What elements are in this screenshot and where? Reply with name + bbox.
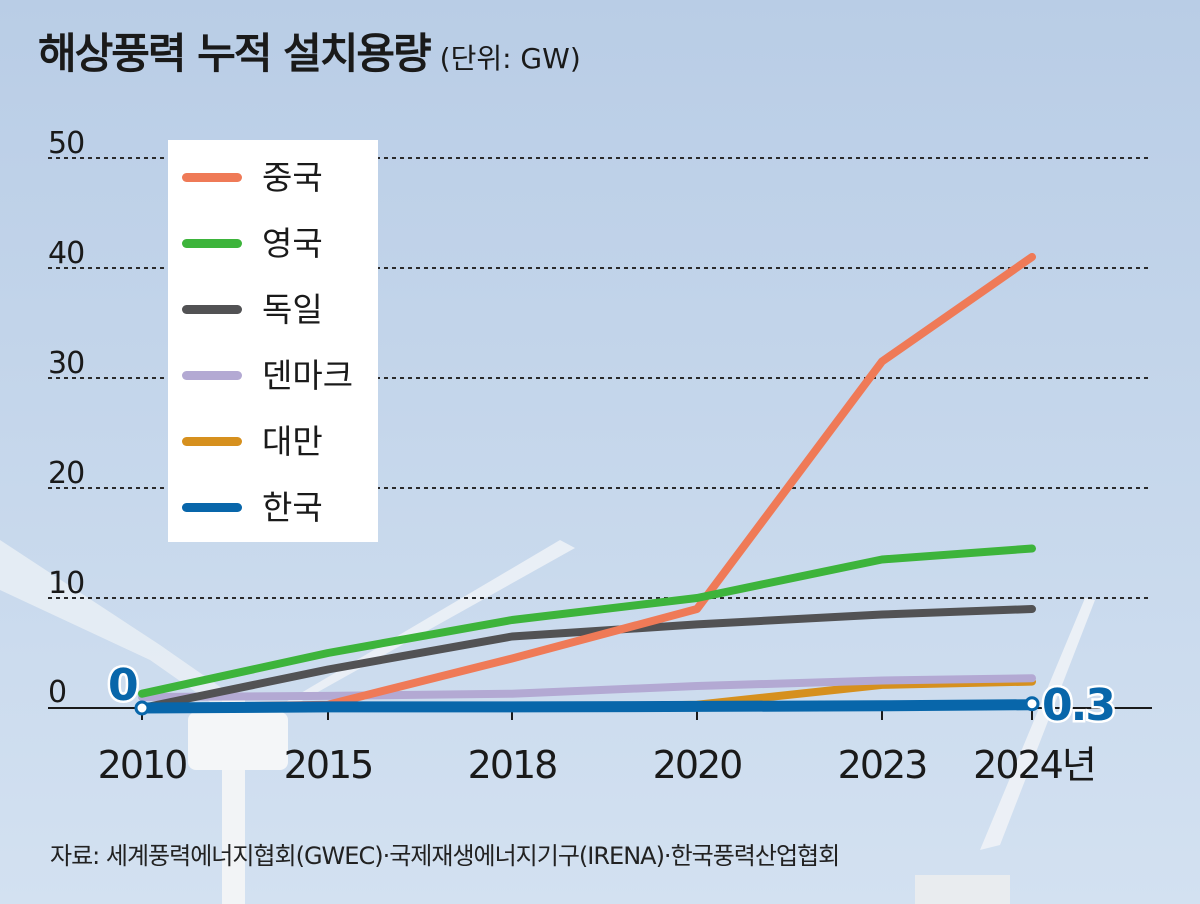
x-tick-label: 2023 (838, 743, 927, 787)
legend-item-germany: 독일 (182, 290, 372, 330)
legend-swatch (182, 305, 242, 314)
x-tick-label: 2020 (653, 743, 742, 787)
legend-label: 한국 (262, 488, 323, 527)
korea-start-point (134, 700, 150, 716)
x-tick-label: 2024년 (973, 743, 1095, 787)
legend-label: 중국 (262, 158, 323, 197)
legend-item-denmark: 덴마크 (182, 356, 372, 396)
y-tick-label: 50 (48, 126, 84, 161)
y-tick-label: 30 (48, 346, 84, 381)
wind-turbine-background (0, 540, 1095, 904)
legend: 중국 영국 독일 덴마크 대만 한국 (168, 140, 378, 542)
legend-label: 영국 (262, 224, 323, 263)
legend-item-china: 중국 (182, 158, 372, 198)
legend-swatch (182, 503, 242, 512)
y-tick-label: 40 (48, 236, 84, 271)
legend-item-taiwan: 대만 (182, 422, 372, 462)
legend-item-uk: 영국 (182, 224, 372, 264)
legend-label: 독일 (262, 290, 323, 329)
chart-title: 해상풍력 누적 설치용량 (단위: GW) (38, 20, 581, 81)
korea-end-label: 0.3 (1042, 680, 1114, 731)
x-tick-label: 2018 (468, 743, 557, 787)
legend-item-korea: 한국 (182, 488, 372, 528)
y-tick-label: 0 (48, 675, 66, 710)
korea-end-point (1024, 696, 1040, 712)
legend-swatch (182, 173, 242, 182)
source-note: 자료: 세계풍력에너지협회(GWEC)·국제재생에너지기구(IRENA)·한국풍… (50, 842, 840, 870)
legend-label: 덴마크 (262, 356, 354, 395)
series-line-6 (136, 699, 1038, 714)
x-tick-label: 2010 (98, 743, 187, 787)
unit-label: (단위: GW) (439, 42, 581, 75)
legend-swatch (182, 371, 242, 380)
legend-label: 대만 (262, 422, 323, 461)
y-tick-label: 20 (48, 456, 84, 491)
title-text: 해상풍력 누적 설치용량 (38, 29, 432, 78)
series-line-2 (138, 544, 1036, 698)
series-line-4 (138, 674, 1036, 701)
korea-start-label: 0 (108, 660, 139, 711)
y-tick-label: 10 (48, 566, 84, 601)
legend-swatch (182, 239, 242, 248)
x-tick-label: 2015 (284, 743, 373, 787)
legend-swatch (182, 437, 242, 446)
